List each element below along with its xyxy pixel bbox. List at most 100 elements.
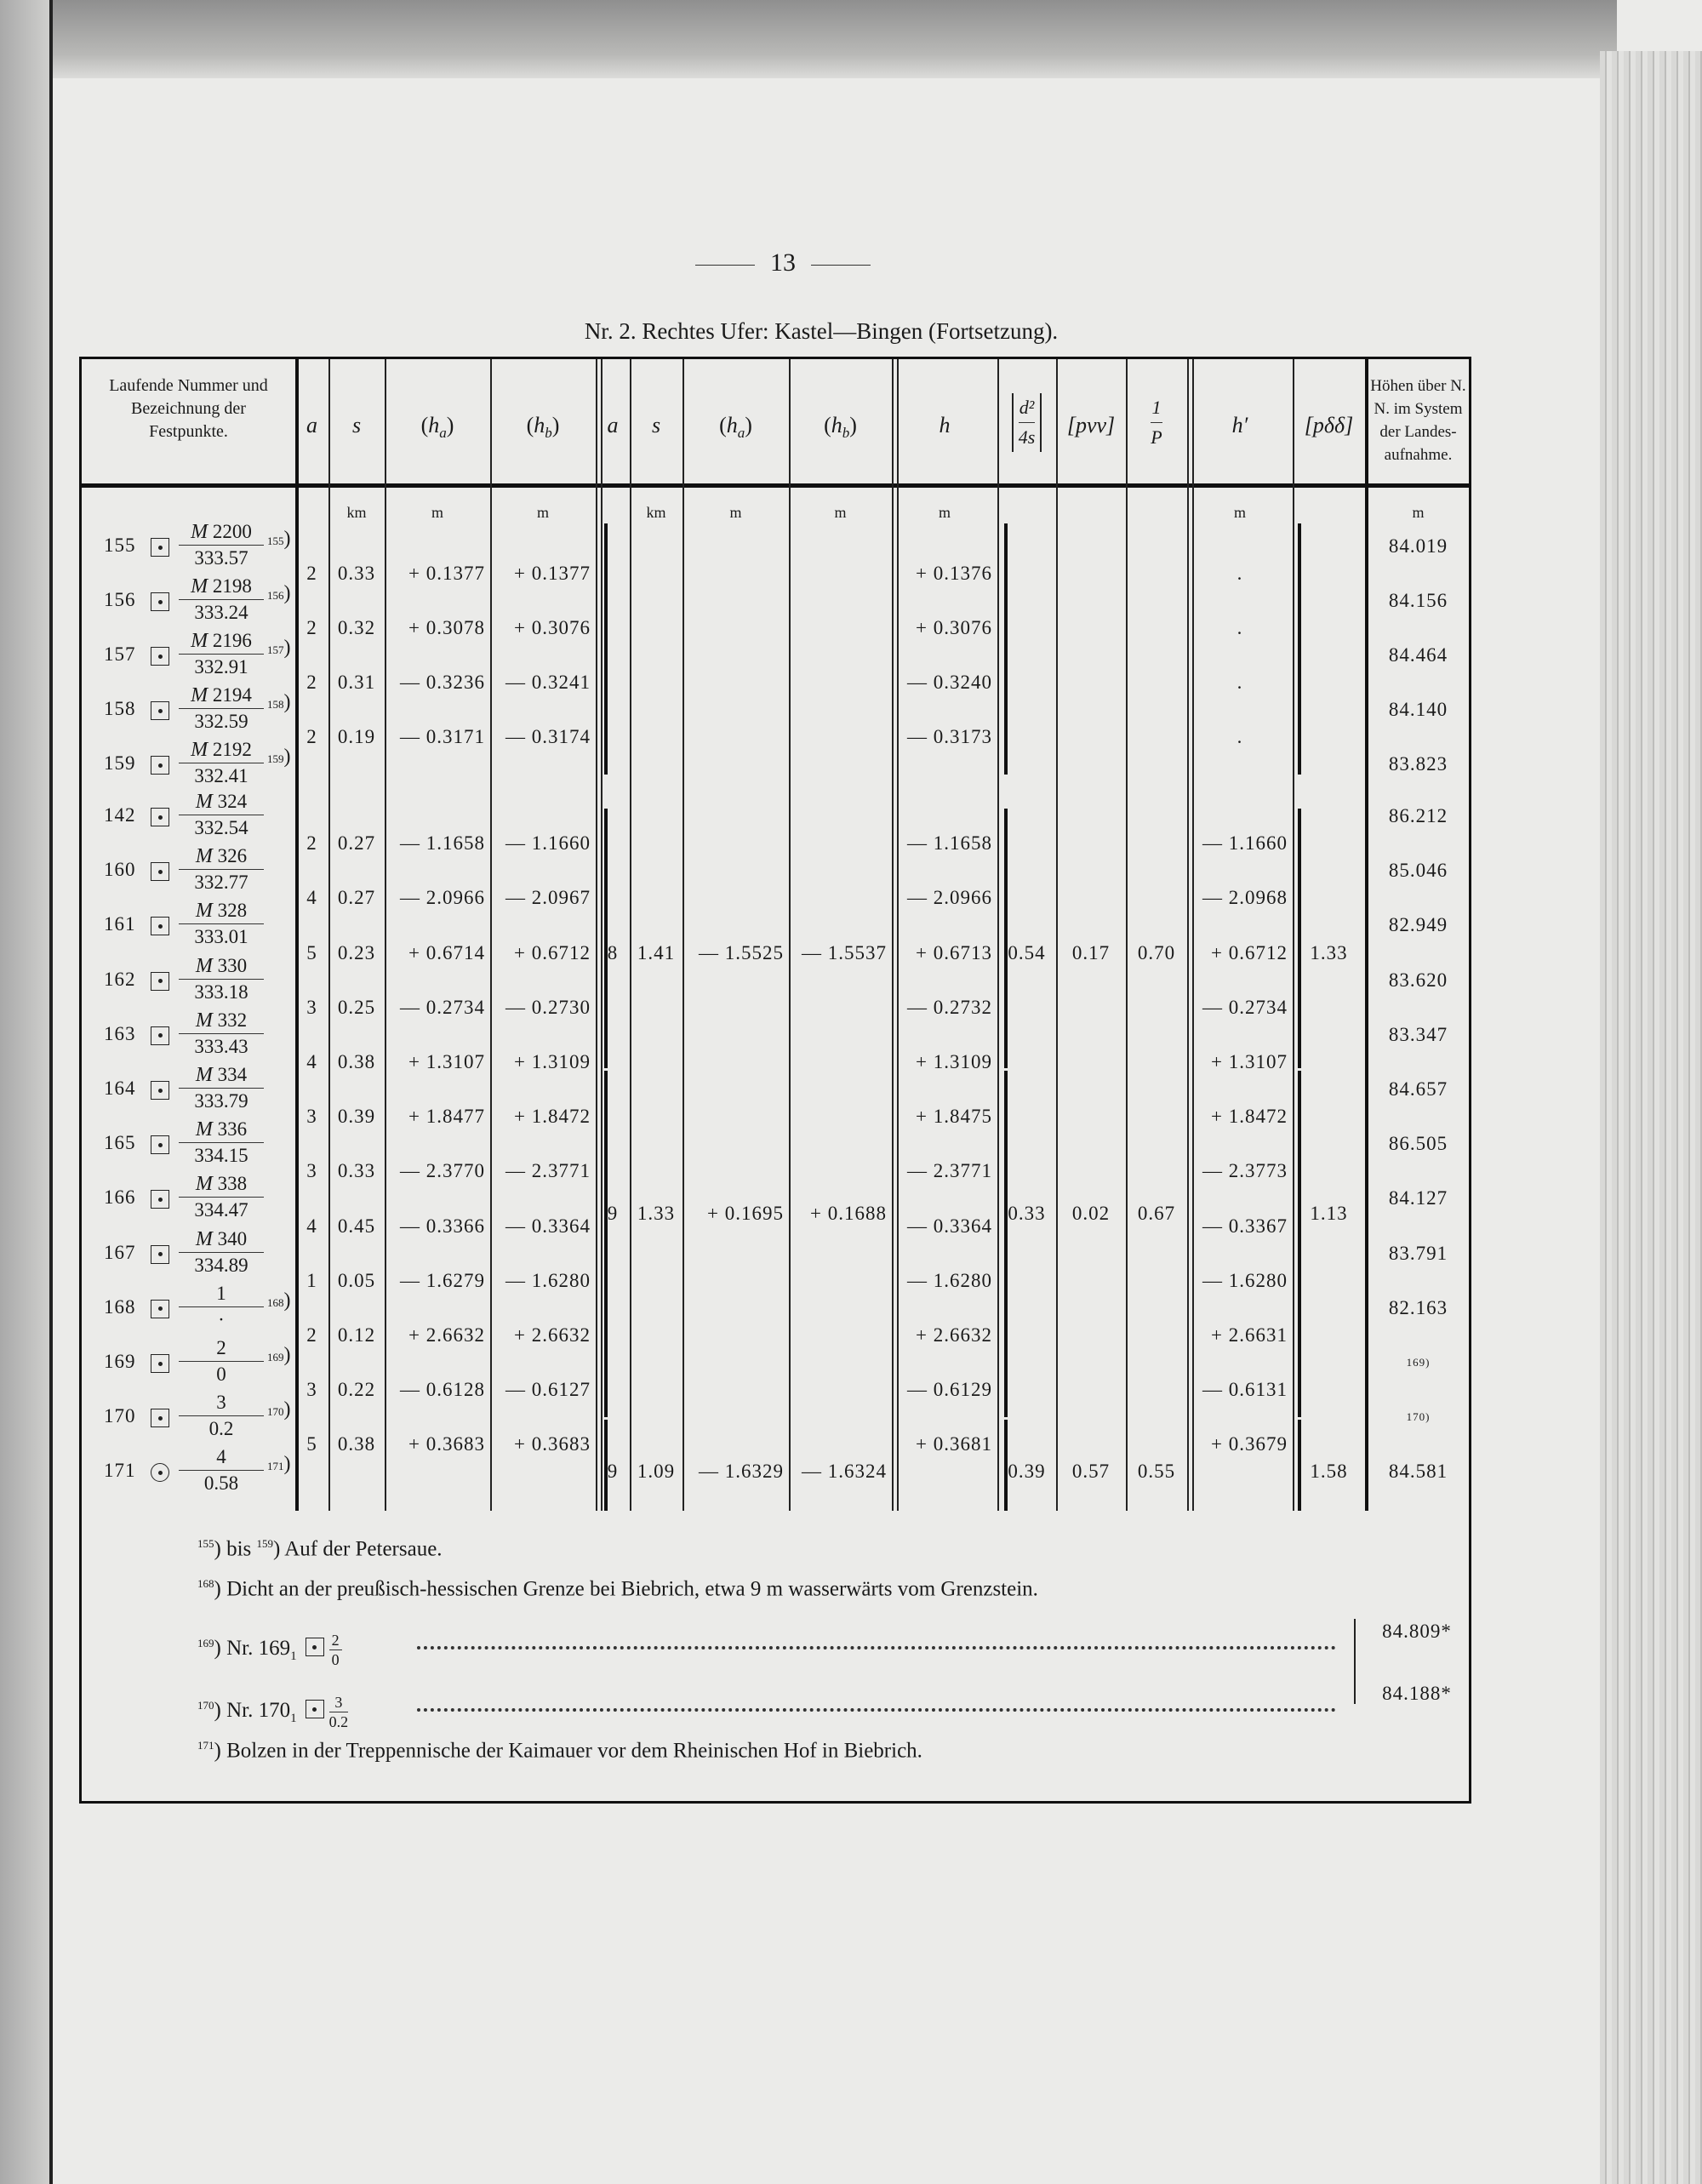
bracket — [1004, 523, 1008, 775]
footnote: 168) Dicht an der preußisch-hessischen G… — [197, 1577, 1038, 1601]
cell-a: 3 — [306, 996, 317, 1018]
numerator-value: 332 — [217, 1009, 248, 1031]
header-heights: Höhen über N. N. im System der Landes-au… — [1370, 377, 1466, 464]
footnote-text: Auf der Petersaue. — [284, 1537, 443, 1561]
paren-close: ) — [551, 413, 560, 437]
fraction-numerator: M 336 — [179, 1117, 264, 1144]
footnote: 171) Bolzen in der Treppennische der Kai… — [197, 1739, 922, 1763]
dash-left — [695, 264, 755, 266]
fraction-denominator: 332.41 — [194, 765, 248, 786]
cell-h-prime: — 2.3773 — [1202, 1160, 1288, 1182]
footnote-reference: 157 — [267, 637, 291, 660]
unit-label: m — [536, 504, 549, 521]
numerator-value: 324 — [217, 791, 248, 812]
brace — [1298, 1071, 1301, 1417]
numerator-value: 2 — [216, 1337, 226, 1358]
benchmark-number: 162 — [104, 968, 136, 990]
square-dot-mark-icon — [151, 1409, 169, 1428]
group-a: 9 — [607, 1461, 619, 1483]
subscript: b — [545, 425, 552, 442]
group-pdd: 1.33 — [1310, 941, 1348, 963]
cell-ha: — 2.0966 — [400, 887, 485, 909]
numerator-value: 3 — [216, 1392, 226, 1414]
numerator-value: 340 — [217, 1227, 248, 1249]
square-dot-mark-icon — [151, 1354, 169, 1373]
cell-s: 0.33 — [337, 1160, 376, 1182]
group-d2-over-4s: 0.39 — [1008, 1461, 1046, 1483]
group-ha: — 1.6329 — [699, 1461, 784, 1483]
cell-hb: + 0.3076 — [514, 617, 591, 638]
cell-h-prime: . — [1237, 672, 1243, 693]
column-rule — [295, 359, 299, 1511]
square-dot-mark-icon — [151, 756, 169, 775]
cell-a: 5 — [306, 1433, 317, 1455]
cell-hb: — 0.3364 — [505, 1215, 591, 1237]
cell-h: + 0.3076 — [916, 617, 992, 638]
fraction-denominator: · — [218, 1308, 225, 1330]
footnote: 155) bis 159) Auf der Petersaue. — [197, 1537, 443, 1561]
column-rule — [1293, 359, 1294, 1511]
square-dot-mark-icon — [305, 1638, 324, 1657]
fraction-denominator: 333.01 — [194, 926, 248, 948]
cell-a: 5 — [306, 941, 317, 963]
height-value: 84.581 — [1388, 1461, 1448, 1483]
paren-open: ( — [719, 413, 727, 437]
cell-ha: — 0.3366 — [400, 1215, 485, 1237]
cell-hb: — 1.6280 — [505, 1269, 591, 1291]
group-ha: + 0.1695 — [707, 1202, 784, 1224]
group-s: 1.41 — [637, 941, 676, 963]
square-dot-mark-icon — [151, 917, 169, 936]
cell-s: 0.22 — [337, 1379, 376, 1401]
cell-hb: — 0.3241 — [505, 672, 591, 693]
benchmark-fraction: M 330 333.18 — [179, 953, 264, 1005]
symbol: h — [534, 413, 545, 437]
symbol: h — [726, 413, 738, 437]
footnote-between: bis — [226, 1537, 252, 1561]
height-value: 83.620 — [1388, 969, 1448, 991]
fraction-numerator: M 324 — [179, 789, 264, 815]
cell-h-prime: . — [1237, 726, 1243, 747]
subscript: b — [842, 425, 850, 442]
numerator-value: 328 — [217, 900, 248, 922]
header-rule — [82, 483, 1471, 488]
square-dot-mark-icon — [151, 808, 169, 826]
subscript: 1 — [290, 1649, 297, 1664]
benchmark-number: 168 — [104, 1295, 136, 1318]
brace — [1004, 809, 1008, 1068]
cell-s: 0.27 — [337, 887, 376, 909]
group-hb: — 1.6324 — [802, 1461, 887, 1483]
cell-h: — 1.6280 — [907, 1269, 992, 1291]
cell-h: + 0.1376 — [916, 563, 992, 584]
cell-s: 0.25 — [337, 996, 376, 1018]
unit-label: m — [1412, 504, 1425, 521]
page-number: 13 — [664, 249, 902, 277]
fraction-denominator: 333.18 — [194, 981, 248, 1003]
benchmark-label: 165 M 336 334.15 — [104, 1117, 295, 1171]
fraction-denominator: 332.54 — [194, 817, 248, 838]
cell-s: 0.05 — [337, 1269, 376, 1291]
height-value: 169) — [1406, 1356, 1431, 1369]
height-value: 84.140 — [1388, 699, 1448, 720]
height-value: 84.127 — [1388, 1187, 1448, 1209]
benchmark-number: 161 — [104, 913, 136, 935]
numerator-value: 1 — [216, 1282, 226, 1304]
fraction-numerator: M 2200 — [179, 519, 264, 546]
paren-close: ) — [745, 413, 752, 437]
cell-h-prime: — 0.3367 — [1202, 1215, 1288, 1237]
benchmark-fraction: M 2192 332.41 — [179, 737, 264, 789]
brace — [604, 1420, 608, 1511]
fraction-denominator: 0 — [216, 1364, 226, 1385]
column-rule — [385, 359, 386, 1511]
fraction-numerator: 3 — [179, 1390, 264, 1417]
benchmark-number: 158 — [104, 698, 136, 719]
paren-open: ( — [420, 413, 429, 437]
cell-s: 0.23 — [337, 941, 376, 963]
numerator-value: 326 — [217, 845, 248, 867]
fraction-denominator: 333.79 — [194, 1090, 248, 1112]
header-label-column: Laufende Nummer und Bezeichnung der Fest… — [109, 376, 268, 441]
cell-h-prime: + 0.3679 — [1211, 1433, 1288, 1455]
cell-s: 0.27 — [337, 832, 376, 855]
scan-top-edge — [0, 0, 1617, 78]
